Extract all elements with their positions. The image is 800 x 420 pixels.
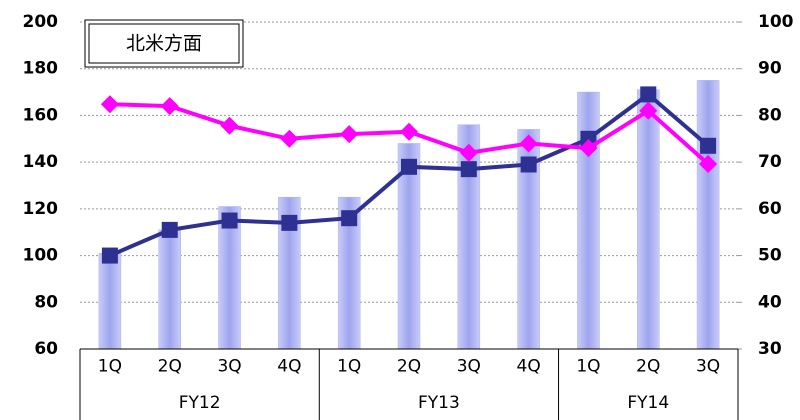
marker [221,212,238,229]
y2-tick-label: 40 [758,292,782,312]
marker [281,214,298,231]
y2-tick-label: 50 [758,246,782,266]
group-label: FY12 [179,393,221,413]
x-tick-label: 2Q [397,357,421,377]
x-tick-label: 1Q [576,357,600,377]
marker [459,143,478,162]
y-tick-label: 160 [23,105,59,125]
marker [401,158,417,175]
y2-tick-label: 30 [758,339,782,359]
x-tick-label: 3Q [457,357,481,377]
x-tick-label: 2Q [158,357,182,377]
x-tick-label: 3Q [217,357,241,377]
marker [639,101,658,120]
marker [220,116,239,135]
marker [340,125,359,144]
marker [100,95,119,114]
x-tick-label: 1Q [98,357,122,377]
y2-tick-label: 90 [758,59,782,79]
x-tick-label: 1Q [337,357,361,377]
y2-tick-label: 100 [758,12,794,32]
bar [637,89,660,350]
marker [520,156,537,173]
marker [519,134,538,153]
y-tick-label: 180 [23,59,59,79]
x-tick-label: 3Q [696,357,720,377]
bar [98,252,122,350]
marker [160,97,179,116]
y-tick-label: 200 [23,12,59,32]
marker [699,155,718,174]
y-tick-label: 60 [34,339,58,359]
marker [400,122,418,141]
title-box [84,19,244,68]
marker [579,139,598,158]
marker [640,86,657,103]
bar [696,80,720,350]
marker [280,129,299,148]
group-label: FY13 [418,393,460,413]
bar [158,229,181,350]
y2-tick-label: 60 [758,199,782,219]
x-tick-label: 4Q [277,357,301,377]
x-tick-label: 4Q [517,357,541,377]
title-box-inner [88,23,240,64]
y-tick-label: 100 [23,246,59,266]
y2-tick-label: 80 [758,105,782,125]
marker [101,247,118,264]
marker [460,161,477,178]
y2-tick-label: 70 [758,152,782,172]
y-tick-label: 120 [23,199,59,219]
x-tick-label: 2Q [636,357,660,377]
group-label: FY14 [627,393,669,413]
y-tick-label: 80 [34,292,58,312]
marker [580,130,597,147]
marker [341,210,358,227]
y-tick-label: 140 [23,152,59,172]
chart-title: 北米方面 [126,33,202,55]
marker [161,221,178,238]
marker [700,137,717,154]
